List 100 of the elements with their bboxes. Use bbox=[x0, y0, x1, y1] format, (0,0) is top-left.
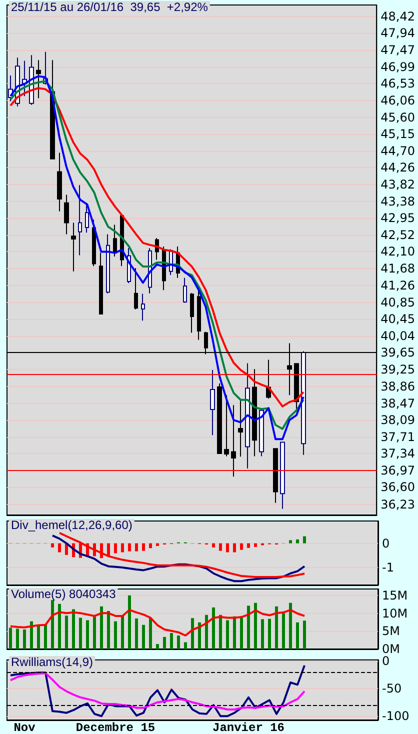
y-tick-label: 38,47 bbox=[380, 396, 416, 410]
bar bbox=[212, 607, 215, 649]
bar bbox=[114, 621, 117, 649]
bar bbox=[30, 621, 33, 649]
candlestick bbox=[113, 224, 117, 257]
y-tick-label: 41,68 bbox=[380, 262, 416, 276]
candlestick bbox=[36, 60, 41, 99]
y-tick-label: 40,04 bbox=[380, 329, 416, 344]
candlestick bbox=[85, 202, 89, 234]
bar bbox=[44, 624, 47, 649]
candlestick bbox=[301, 350, 306, 456]
bar bbox=[226, 620, 229, 649]
y-tick-label: 0M bbox=[382, 642, 400, 656]
candlestick bbox=[183, 277, 187, 304]
y-tick-label: 47,47 bbox=[380, 42, 416, 57]
candlestick bbox=[99, 252, 103, 314]
bar bbox=[142, 624, 145, 649]
y-tick-label: -100 bbox=[382, 709, 410, 724]
bar bbox=[135, 618, 138, 649]
candlestick bbox=[106, 234, 110, 294]
line-series bbox=[10, 672, 306, 711]
y-tick-label: 5M bbox=[382, 624, 400, 638]
y-tick-label: 46,99 bbox=[380, 60, 416, 74]
y-tick-label: 40,85 bbox=[380, 295, 416, 310]
y-tick-label: 36,23 bbox=[380, 497, 416, 512]
bar bbox=[198, 622, 201, 649]
candlestick bbox=[134, 268, 138, 310]
y-tick-label: 48,42 bbox=[380, 9, 416, 24]
y-tick-label: 41,26 bbox=[380, 278, 416, 293]
bar bbox=[268, 618, 271, 649]
bar bbox=[135, 543, 138, 552]
candlestick bbox=[141, 293, 145, 322]
bar bbox=[205, 614, 208, 649]
chart-title: Div_hemel(12,26,9,60) bbox=[11, 518, 132, 532]
y-tick-label: 43,38 bbox=[380, 194, 416, 208]
candlestick bbox=[57, 152, 62, 212]
y-tick-label: 47,94 bbox=[380, 26, 416, 40]
chart-title: 25/11/15 au 26/01/16 39,65 +2,92% bbox=[11, 0, 208, 14]
y-tick-label: 39,65 bbox=[380, 346, 416, 360]
bar bbox=[51, 600, 54, 649]
bar bbox=[65, 616, 68, 649]
bar bbox=[149, 543, 152, 548]
bar bbox=[128, 543, 131, 552]
y-tick-label: 42,52 bbox=[380, 228, 416, 242]
y-tick-label: 36,97 bbox=[380, 463, 416, 478]
candlestick bbox=[252, 368, 257, 457]
y-tick-label: 0 bbox=[382, 536, 390, 550]
bar bbox=[184, 642, 187, 649]
line-series bbox=[52, 534, 306, 582]
y-tick-label: 46,53 bbox=[380, 76, 416, 90]
y-tick-label: 44,26 bbox=[380, 160, 416, 175]
bar bbox=[254, 543, 257, 547]
bar bbox=[149, 618, 152, 649]
bar bbox=[233, 616, 236, 649]
bar bbox=[226, 543, 229, 552]
candlestick bbox=[245, 362, 250, 469]
bar bbox=[289, 602, 292, 649]
bar bbox=[79, 618, 82, 649]
y-tick-label: 42,10 bbox=[380, 244, 416, 259]
bar bbox=[107, 611, 110, 649]
y-tick-label: 15M bbox=[382, 588, 408, 603]
line-series bbox=[58, 532, 306, 578]
bar bbox=[163, 636, 166, 649]
y-tick-label: 36,60 bbox=[380, 480, 416, 494]
bar bbox=[247, 606, 250, 649]
bar bbox=[303, 536, 306, 544]
bar bbox=[275, 606, 278, 649]
bar bbox=[51, 543, 54, 548]
y-tick-label: 37,34 bbox=[380, 446, 416, 461]
bar bbox=[296, 622, 299, 649]
bar bbox=[23, 629, 26, 649]
bar bbox=[107, 543, 110, 556]
candlestick bbox=[280, 442, 285, 510]
bar bbox=[100, 606, 103, 649]
x-tick-label: Janvier 16 bbox=[212, 721, 285, 734]
bar bbox=[177, 636, 180, 649]
candlestick bbox=[210, 370, 215, 436]
bar bbox=[9, 628, 12, 649]
y-tick-label: 43,82 bbox=[380, 177, 416, 192]
chart-title: Rwilliams(14,9) bbox=[11, 655, 94, 669]
bar bbox=[282, 613, 285, 649]
bar bbox=[156, 543, 159, 546]
bar bbox=[72, 609, 75, 649]
chart-title: Volume(5) 8040343 bbox=[11, 587, 116, 601]
bar bbox=[303, 620, 306, 649]
x-tick-label: Decembre 15 bbox=[76, 721, 156, 734]
bar bbox=[58, 604, 61, 649]
y-tick-label: 38,09 bbox=[380, 413, 416, 428]
bar bbox=[191, 618, 194, 649]
y-tick-label: 37,71 bbox=[380, 430, 416, 444]
bar bbox=[240, 618, 243, 649]
y-tick-label: -1 bbox=[382, 560, 394, 575]
candlestick bbox=[78, 184, 82, 256]
y-tick-label: 39,25 bbox=[380, 362, 416, 377]
y-tick-label: 46,06 bbox=[380, 93, 416, 108]
x-tick-label: Nov bbox=[14, 721, 36, 734]
candlestick bbox=[190, 292, 194, 334]
bar bbox=[212, 543, 215, 548]
candlestick bbox=[224, 394, 229, 457]
bar bbox=[114, 543, 117, 554]
